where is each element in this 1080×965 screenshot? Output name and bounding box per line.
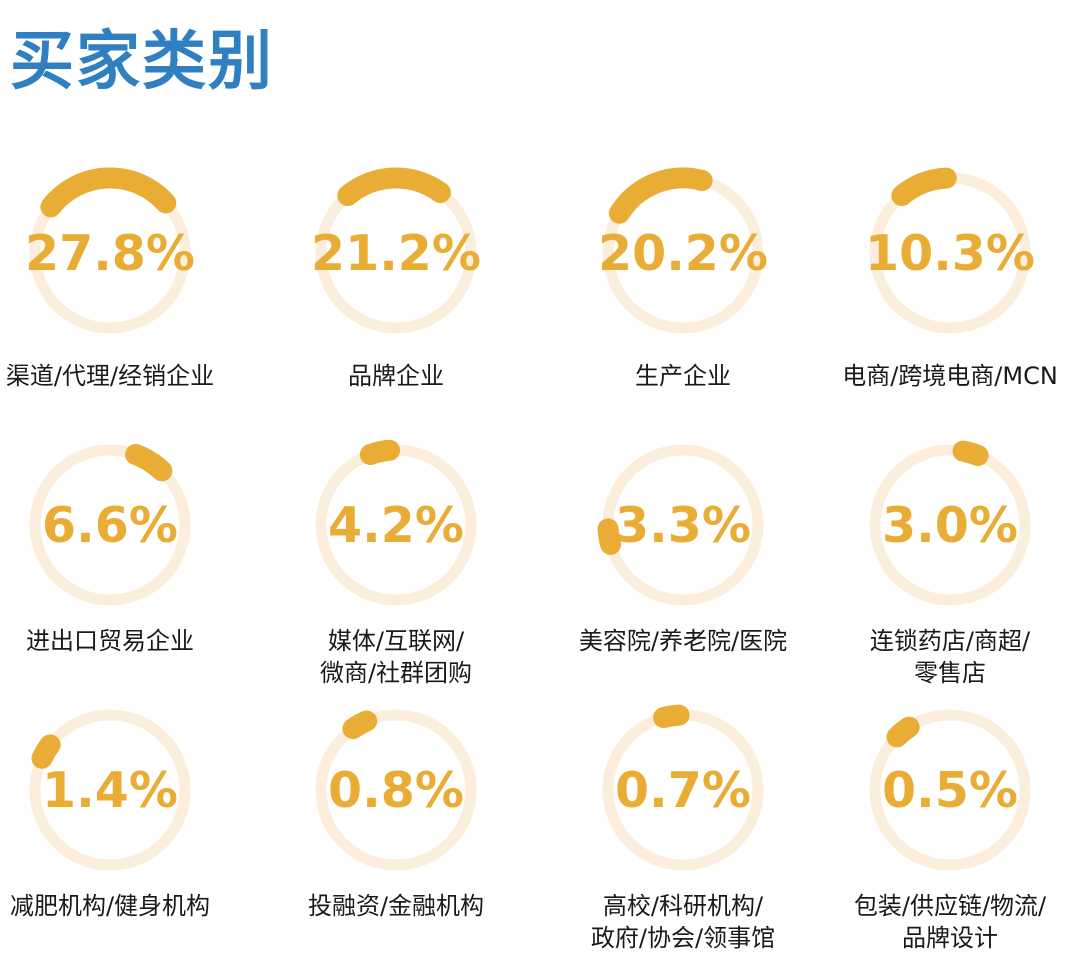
category-label-line: 生产企业 xyxy=(635,362,731,390)
category-label-line: 美容院/养老院/医院 xyxy=(578,627,788,655)
percent-ring: 1.4% xyxy=(29,709,191,871)
value-label: 21.2% xyxy=(311,225,481,282)
category-label: 美容院/养老院/医院 xyxy=(543,625,823,657)
category-item: 0.5% xyxy=(810,650,1080,930)
category-label: 电商/跨境电商/MCN xyxy=(810,360,1080,392)
category-label-line: 投融资/金融机构 xyxy=(307,892,485,920)
category-label-line: 品牌企业 xyxy=(348,362,444,390)
percent-ring: 0.8% xyxy=(315,709,477,871)
value-arc xyxy=(337,167,451,207)
category-item: 0.7% xyxy=(543,650,823,930)
value-arc xyxy=(653,704,690,729)
category-item: 0.8% xyxy=(256,650,536,930)
value-arc xyxy=(608,167,713,224)
value-arc xyxy=(891,167,957,207)
value-arc xyxy=(40,167,177,218)
value-arc xyxy=(31,734,61,769)
ring-track xyxy=(315,709,477,871)
category-label-line: 电商/跨境电商/MCN xyxy=(842,362,1058,390)
category-label-line: 减肥机构/健身机构 xyxy=(9,892,211,920)
percent-ring: 6.6% xyxy=(29,444,191,606)
category-label: 进出口贸易企业 xyxy=(0,625,250,657)
ring-track xyxy=(29,444,191,606)
page-title: 买家类别 xyxy=(10,25,274,99)
category-item: 3.3% xyxy=(543,385,823,665)
category-label-line: 高校/科研机构/ xyxy=(602,892,764,920)
category-label: 品牌企业 xyxy=(256,360,536,392)
category-label: 连锁药店/商超/零售店 xyxy=(810,625,1080,689)
category-label: 减肥机构/健身机构 xyxy=(0,890,250,922)
value-arc xyxy=(886,716,920,748)
value-label: 3.0% xyxy=(882,497,1018,554)
category-label-line: 渠道/代理/经销企业 xyxy=(5,362,215,390)
value-label: 0.8% xyxy=(328,762,464,819)
value-arc xyxy=(125,444,173,482)
ring-track xyxy=(869,709,1031,871)
category-item: 6.6% xyxy=(0,385,250,665)
value-label: 4.2% xyxy=(328,497,464,554)
value-label: 0.7% xyxy=(615,762,751,819)
value-label: 6.6% xyxy=(42,497,178,554)
value-label: 0.5% xyxy=(882,762,1018,819)
percent-ring: 0.5% xyxy=(869,709,1031,871)
category-label: 高校/科研机构/政府/协会/领事馆 xyxy=(543,890,823,954)
value-arc xyxy=(342,710,378,740)
value-label: 20.2% xyxy=(598,225,768,282)
category-label: 生产企业 xyxy=(543,360,823,392)
category-label-line: 零售店 xyxy=(914,659,986,687)
category-item: 3.0% xyxy=(810,385,1080,665)
percent-ring: 4.2% xyxy=(315,439,477,606)
category-label: 投融资/金融机构 xyxy=(256,890,536,922)
category-label-line: 连锁药店/商超/ xyxy=(869,627,1031,655)
category-item: 27.8% xyxy=(0,113,250,393)
ring-track xyxy=(869,444,1031,606)
percent-ring: 0.7% xyxy=(602,704,764,871)
percent-ring: 27.8% xyxy=(25,167,195,334)
category-label: 媒体/互联网/微商/社群团购 xyxy=(256,625,536,689)
percent-ring: 3.0% xyxy=(869,440,1031,606)
category-label-line: 政府/协会/领事馆 xyxy=(590,924,776,952)
category-label-line: 进出口贸易企业 xyxy=(26,627,194,655)
percent-ring: 10.3% xyxy=(865,167,1035,334)
category-item: 20.2% xyxy=(543,113,823,393)
category-label-line: 媒体/互联网/ xyxy=(327,627,465,655)
category-item: 1.4% xyxy=(0,650,250,930)
category-label-line: 品牌设计 xyxy=(902,924,998,952)
value-arc xyxy=(597,518,622,555)
percent-ring: 21.2% xyxy=(311,167,481,334)
category-item: 4.2% xyxy=(256,385,536,665)
ring-track xyxy=(29,709,191,871)
category-item: 10.3% xyxy=(810,113,1080,393)
value-label: 1.4% xyxy=(42,762,178,819)
value-label: 10.3% xyxy=(865,225,1035,282)
value-arc xyxy=(359,439,401,466)
category-item: 21.2% xyxy=(256,113,536,393)
percent-ring: 20.2% xyxy=(598,167,768,334)
value-label: 3.3% xyxy=(615,497,751,554)
percent-ring: 3.3% xyxy=(597,444,764,606)
value-label: 27.8% xyxy=(25,225,195,282)
category-label: 包装/供应链/物流/品牌设计 xyxy=(810,890,1080,954)
category-label-line: 包装/供应链/物流/ xyxy=(853,892,1047,920)
value-arc xyxy=(952,440,989,466)
category-label: 渠道/代理/经销企业 xyxy=(0,360,250,392)
category-label-line: 微商/社群团购 xyxy=(319,659,473,687)
